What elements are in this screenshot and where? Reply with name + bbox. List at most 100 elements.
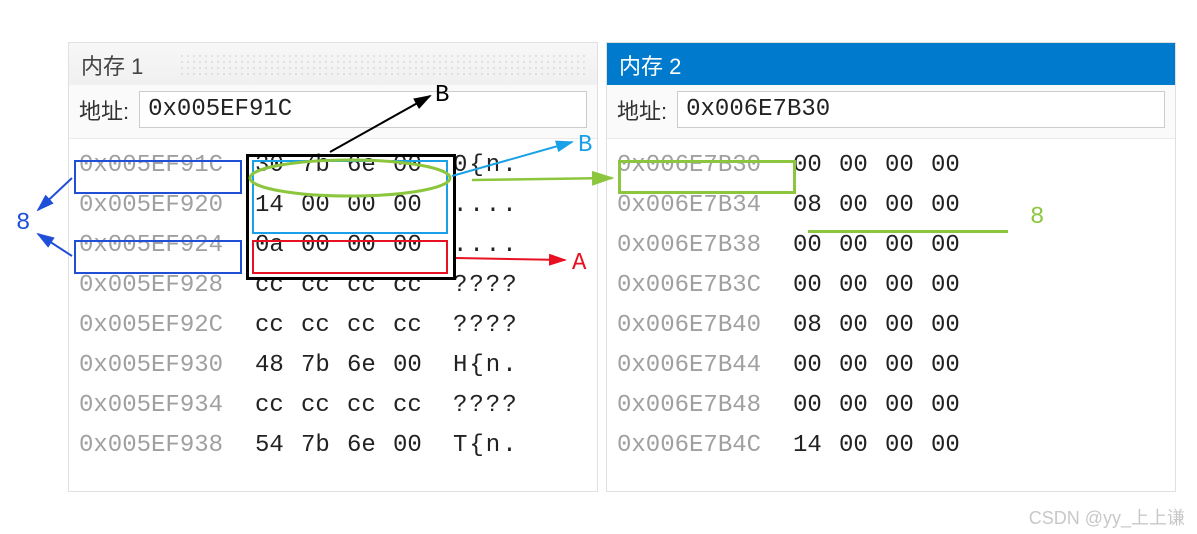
memory-hex-cell: 48 <box>249 352 295 379</box>
memory-hex-cell: cc <box>341 312 387 339</box>
memory-hex-group: 00000000 <box>787 232 971 259</box>
memory-hex-cell: 00 <box>833 152 879 179</box>
memory-hex-cell: 00 <box>879 192 925 219</box>
memory-hex-cell: 14 <box>249 192 295 219</box>
memory-hex-group: cccccccc <box>249 272 433 299</box>
memory-row: 0x006E7B4008000000 <box>617 305 1165 345</box>
memory-hex-cell: cc <box>249 272 295 299</box>
memory-hex-cell: cc <box>295 272 341 299</box>
memory-hex-cell: cc <box>249 312 295 339</box>
memory-hex-cell: cc <box>387 272 433 299</box>
memory-hex-cell: 00 <box>787 392 833 419</box>
memory-row: 0x005EF9240a000000.... <box>79 225 587 265</box>
panel1-address-row: 地址: <box>69 85 597 139</box>
memory-hex-cell: 00 <box>833 432 879 459</box>
memory-addr-cell: 0x006E7B48 <box>617 392 787 419</box>
memory-addr-cell: 0x005EF928 <box>79 272 249 299</box>
memory-hex-group: cccccccc <box>249 392 433 419</box>
panel2-addr-input[interactable] <box>677 91 1165 128</box>
memory-addr-cell: 0x006E7B38 <box>617 232 787 259</box>
memory-hex-cell: 7b <box>295 352 341 379</box>
memory-hex-cell: cc <box>249 392 295 419</box>
memory-addr-cell: 0x005EF930 <box>79 352 249 379</box>
memory-ascii-cell: 0{n. <box>453 152 519 179</box>
label-8-blue: 8 <box>16 210 30 237</box>
memory-hex-group: 14000000 <box>249 192 433 219</box>
memory-hex-cell: 6e <box>341 352 387 379</box>
memory-hex-cell: 00 <box>833 272 879 299</box>
memory-hex-cell: 7b <box>295 152 341 179</box>
memory-ascii-cell: .... <box>453 192 519 219</box>
memory-addr-cell: 0x005EF934 <box>79 392 249 419</box>
memory-hex-cell: 00 <box>787 152 833 179</box>
panel2-title: 内存 2 <box>619 54 681 79</box>
memory-hex-cell: 00 <box>833 312 879 339</box>
panel2-body: 0x006E7B30000000000x006E7B34080000000x00… <box>607 139 1175 467</box>
memory-hex-cell: 00 <box>387 152 433 179</box>
memory-row: 0x006E7B4800000000 <box>617 385 1165 425</box>
memory-addr-cell: 0x005EF924 <box>79 232 249 259</box>
panel2-header: 内存 2 <box>607 43 1175 85</box>
memory-hex-cell: 00 <box>925 232 971 259</box>
memory-row: 0x005EF934cccccccc???? <box>79 385 587 425</box>
memory-row: 0x005EF92Ccccccccc???? <box>79 305 587 345</box>
memory-hex-cell: 00 <box>879 152 925 179</box>
memory-hex-group: 00000000 <box>787 392 971 419</box>
memory-hex-cell: 08 <box>787 312 833 339</box>
memory-row: 0x006E7B3000000000 <box>617 145 1165 185</box>
memory-hex-cell: 00 <box>925 432 971 459</box>
memory-hex-cell: 00 <box>879 272 925 299</box>
memory-hex-group: cccccccc <box>249 312 433 339</box>
memory-ascii-cell: ???? <box>453 272 519 299</box>
memory-hex-cell: cc <box>295 312 341 339</box>
memory-addr-cell: 0x006E7B3C <box>617 272 787 299</box>
memory-panel-1: 内存 1 地址: 0x005EF91C307b6e000{n.0x005EF92… <box>68 42 598 492</box>
memory-hex-cell: 00 <box>787 232 833 259</box>
memory-ascii-cell: ???? <box>453 392 519 419</box>
memory-hex-cell: 00 <box>925 192 971 219</box>
memory-hex-cell: 14 <box>787 432 833 459</box>
memory-row: 0x005EF92014000000.... <box>79 185 587 225</box>
memory-addr-cell: 0x006E7B34 <box>617 192 787 219</box>
memory-hex-cell: 00 <box>295 232 341 259</box>
memory-hex-cell: 00 <box>341 192 387 219</box>
memory-hex-cell: 00 <box>925 152 971 179</box>
memory-hex-group: 00000000 <box>787 352 971 379</box>
memory-hex-group: 00000000 <box>787 152 971 179</box>
memory-hex-cell: cc <box>341 392 387 419</box>
memory-hex-cell: cc <box>295 392 341 419</box>
memory-hex-cell: 00 <box>879 432 925 459</box>
memory-row: 0x005EF91C307b6e000{n. <box>79 145 587 185</box>
memory-hex-group: 08000000 <box>787 312 971 339</box>
memory-hex-cell: 00 <box>879 312 925 339</box>
memory-addr-cell: 0x006E7B30 <box>617 152 787 179</box>
memory-hex-cell: 00 <box>879 232 925 259</box>
memory-hex-cell: 0a <box>249 232 295 259</box>
memory-hex-cell: 00 <box>879 352 925 379</box>
memory-ascii-cell: H{n. <box>453 352 519 379</box>
memory-hex-cell: 00 <box>387 352 433 379</box>
memory-addr-cell: 0x005EF91C <box>79 152 249 179</box>
memory-addr-cell: 0x006E7B40 <box>617 312 787 339</box>
memory-hex-cell: 00 <box>833 232 879 259</box>
memory-hex-cell: 6e <box>341 152 387 179</box>
memory-hex-cell: cc <box>341 272 387 299</box>
panel2-addr-label: 地址: <box>617 94 667 126</box>
memory-addr-cell: 0x005EF920 <box>79 192 249 219</box>
memory-row: 0x005EF928cccccccc???? <box>79 265 587 305</box>
memory-addr-cell: 0x005EF938 <box>79 432 249 459</box>
panel1-grip-icon <box>179 53 587 79</box>
memory-row: 0x006E7B4400000000 <box>617 345 1165 385</box>
memory-addr-cell: 0x006E7B44 <box>617 352 787 379</box>
memory-hex-group: 547b6e00 <box>249 432 433 459</box>
panel1-title: 内存 1 <box>81 54 143 79</box>
memory-ascii-cell: ???? <box>453 312 519 339</box>
panel1-addr-label: 地址: <box>79 94 129 126</box>
memory-addr-cell: 0x005EF92C <box>79 312 249 339</box>
memory-hex-cell: 00 <box>787 272 833 299</box>
memory-hex-cell: 00 <box>387 232 433 259</box>
panel1-addr-input[interactable] <box>139 91 587 128</box>
memory-row: 0x006E7B3C00000000 <box>617 265 1165 305</box>
memory-row: 0x006E7B3408000000 <box>617 185 1165 225</box>
memory-hex-cell: 7b <box>295 432 341 459</box>
